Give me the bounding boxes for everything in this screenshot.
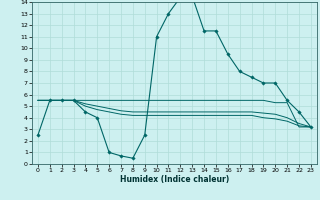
- X-axis label: Humidex (Indice chaleur): Humidex (Indice chaleur): [120, 175, 229, 184]
